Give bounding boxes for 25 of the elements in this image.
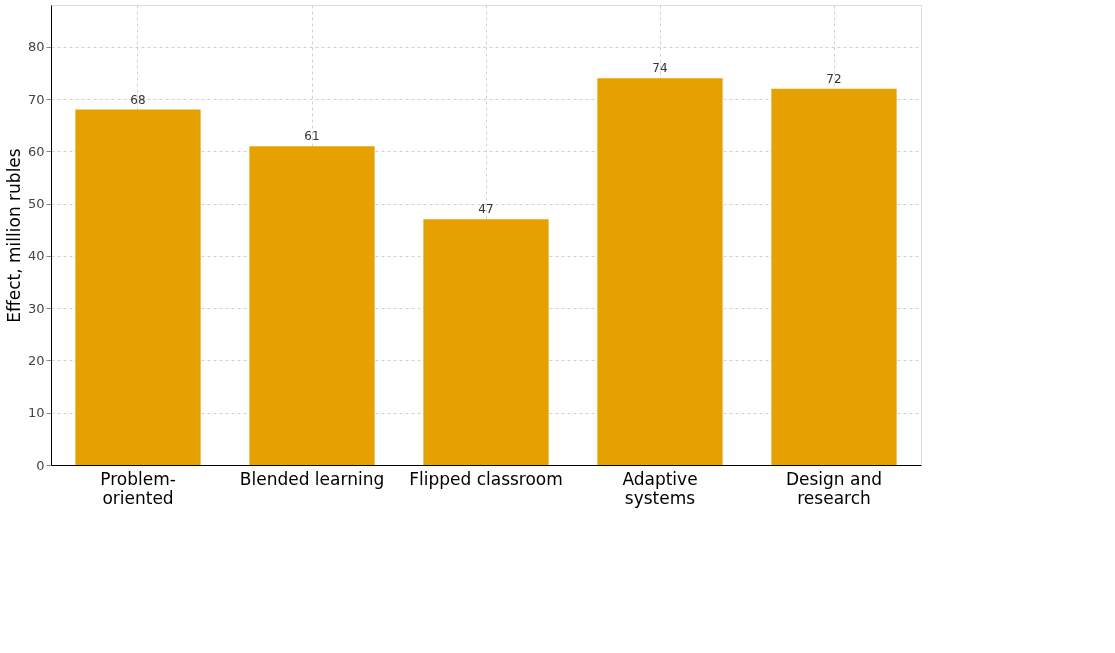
bar xyxy=(249,146,375,465)
bar xyxy=(423,219,549,465)
y-tick-label: 80 xyxy=(27,39,45,55)
y-tick-label: 10 xyxy=(27,405,45,421)
x-tick-label: Blended learning xyxy=(239,468,385,489)
data-label: 68 xyxy=(130,92,146,107)
x-tick-label: Flipped classroom xyxy=(409,468,563,489)
data-label: 74 xyxy=(652,61,668,76)
x-tick-label: Design and research xyxy=(785,468,883,508)
y-tick-label: 30 xyxy=(27,300,45,316)
bar xyxy=(75,109,201,465)
y-tick-label: 50 xyxy=(27,196,45,212)
x-tick-label: Adaptive systems xyxy=(622,468,698,508)
y-axis-title: Effect, million rubles xyxy=(3,148,24,323)
y-tick-label: 20 xyxy=(27,352,45,368)
bar xyxy=(597,78,723,465)
data-label: 47 xyxy=(478,202,494,217)
bar xyxy=(771,88,897,465)
data-label: 72 xyxy=(826,71,842,86)
y-tick-label: 40 xyxy=(27,248,45,264)
data-label: 61 xyxy=(304,129,320,144)
y-tick-label: 60 xyxy=(27,143,45,159)
y-tick-label: 0 xyxy=(36,457,45,473)
y-tick-label: 70 xyxy=(27,91,45,107)
x-tick-label: Problem- oriented xyxy=(100,468,176,508)
